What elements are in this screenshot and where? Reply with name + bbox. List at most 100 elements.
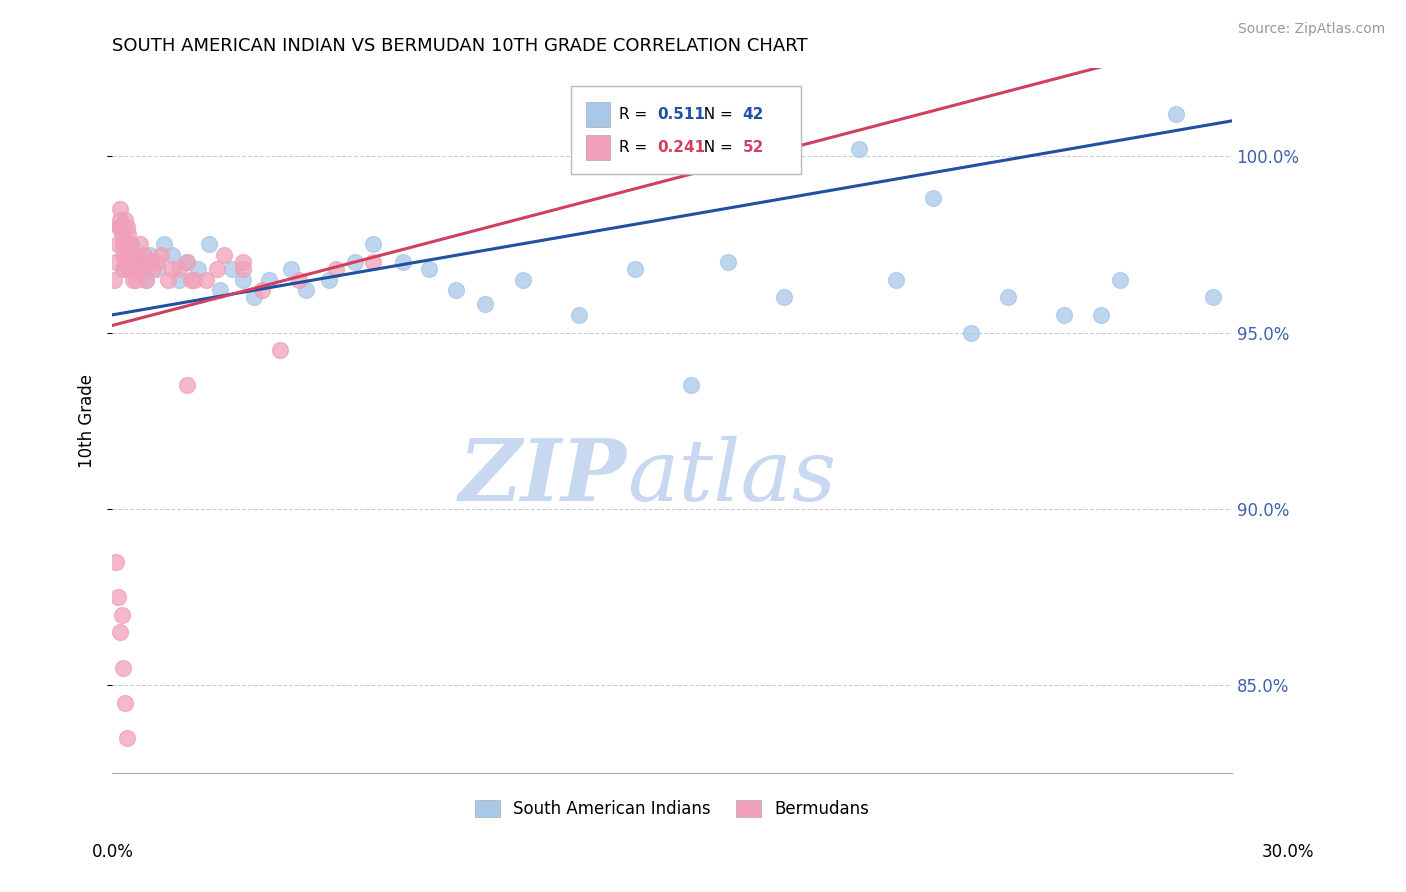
Point (295, 283, 318, 297)
Point (392, 255, 415, 269)
Point (115, 237, 138, 252)
Point (112, 660, 135, 674)
Text: 0.511: 0.511 (658, 107, 706, 122)
Point (138, 255, 160, 269)
Text: 42: 42 (742, 107, 763, 122)
Point (115, 219, 138, 234)
Point (176, 378, 198, 392)
Point (922, 192, 945, 206)
Point (110, 202, 132, 216)
Point (318, 272, 340, 286)
Point (209, 283, 232, 297)
Point (125, 272, 148, 286)
Point (280, 262, 302, 277)
Text: atlas: atlas (627, 436, 837, 518)
Text: 52: 52 (742, 140, 763, 155)
Point (288, 272, 311, 286)
Text: N =: N = (695, 107, 738, 122)
Point (1108, 272, 1130, 286)
Point (135, 272, 157, 286)
Point (257, 272, 280, 286)
Point (131, 262, 153, 277)
Point (363, 255, 385, 269)
Point (444, 283, 467, 297)
Point (512, 272, 534, 286)
Point (107, 237, 129, 252)
Point (132, 248, 155, 262)
Point (112, 237, 135, 252)
Point (959, 326, 981, 340)
Text: R =: R = (620, 107, 652, 122)
Point (187, 262, 209, 277)
Point (160, 262, 183, 277)
Point (153, 237, 176, 252)
Point (121, 248, 143, 262)
Point (848, 142, 870, 156)
Point (212, 248, 235, 262)
Point (169, 272, 191, 286)
Point (232, 255, 254, 269)
Point (111, 237, 134, 252)
Point (146, 262, 169, 277)
Point (884, 272, 907, 286)
Point (183, 272, 205, 286)
Point (118, 262, 141, 277)
Point (108, 625, 131, 640)
Point (110, 227, 132, 241)
Point (198, 237, 221, 252)
Point (232, 262, 254, 277)
Point (1164, 107, 1187, 121)
Point (111, 248, 134, 262)
Text: SOUTH AMERICAN INDIAN VS BERMUDAN 10TH GRADE CORRELATION CHART: SOUTH AMERICAN INDIAN VS BERMUDAN 10TH G… (112, 37, 808, 55)
Point (142, 262, 165, 277)
Text: Source: ZipAtlas.com: Source: ZipAtlas.com (1237, 22, 1385, 37)
Point (194, 272, 217, 286)
Point (232, 272, 254, 286)
Point (623, 262, 645, 277)
Point (104, 255, 127, 269)
Point (243, 290, 266, 304)
Point (343, 255, 366, 269)
Point (221, 262, 243, 277)
Point (269, 343, 291, 358)
Point (717, 255, 740, 269)
Point (121, 272, 143, 286)
Point (1090, 308, 1112, 322)
Point (176, 255, 198, 269)
Point (120, 237, 142, 252)
Point (112, 262, 135, 277)
Point (169, 262, 191, 277)
Point (104, 555, 127, 569)
Legend: South American Indians, Bermudans: South American Indians, Bermudans (468, 794, 876, 825)
Point (117, 227, 139, 241)
Point (107, 590, 129, 604)
Point (120, 262, 142, 277)
Text: 0.0%: 0.0% (91, 843, 134, 861)
Bar (586, 135, 610, 160)
Point (1202, 290, 1225, 304)
Point (114, 212, 136, 227)
Point (146, 255, 169, 269)
Point (135, 272, 157, 286)
Point (114, 696, 136, 710)
Point (108, 219, 131, 234)
Point (160, 248, 183, 262)
Point (124, 248, 146, 262)
Point (117, 248, 139, 262)
Point (418, 262, 440, 277)
Point (138, 248, 160, 262)
Point (205, 262, 228, 277)
Text: N =: N = (695, 140, 738, 155)
Point (1053, 308, 1076, 322)
Point (110, 607, 132, 622)
Point (363, 237, 385, 252)
Point (157, 272, 180, 286)
Point (679, 378, 702, 392)
Point (114, 255, 136, 269)
Point (176, 255, 198, 269)
Text: 0.241: 0.241 (658, 140, 706, 155)
Y-axis label: 10th Grade: 10th Grade (79, 374, 96, 467)
Point (474, 297, 496, 311)
Point (325, 262, 347, 277)
FancyBboxPatch shape (571, 86, 801, 174)
